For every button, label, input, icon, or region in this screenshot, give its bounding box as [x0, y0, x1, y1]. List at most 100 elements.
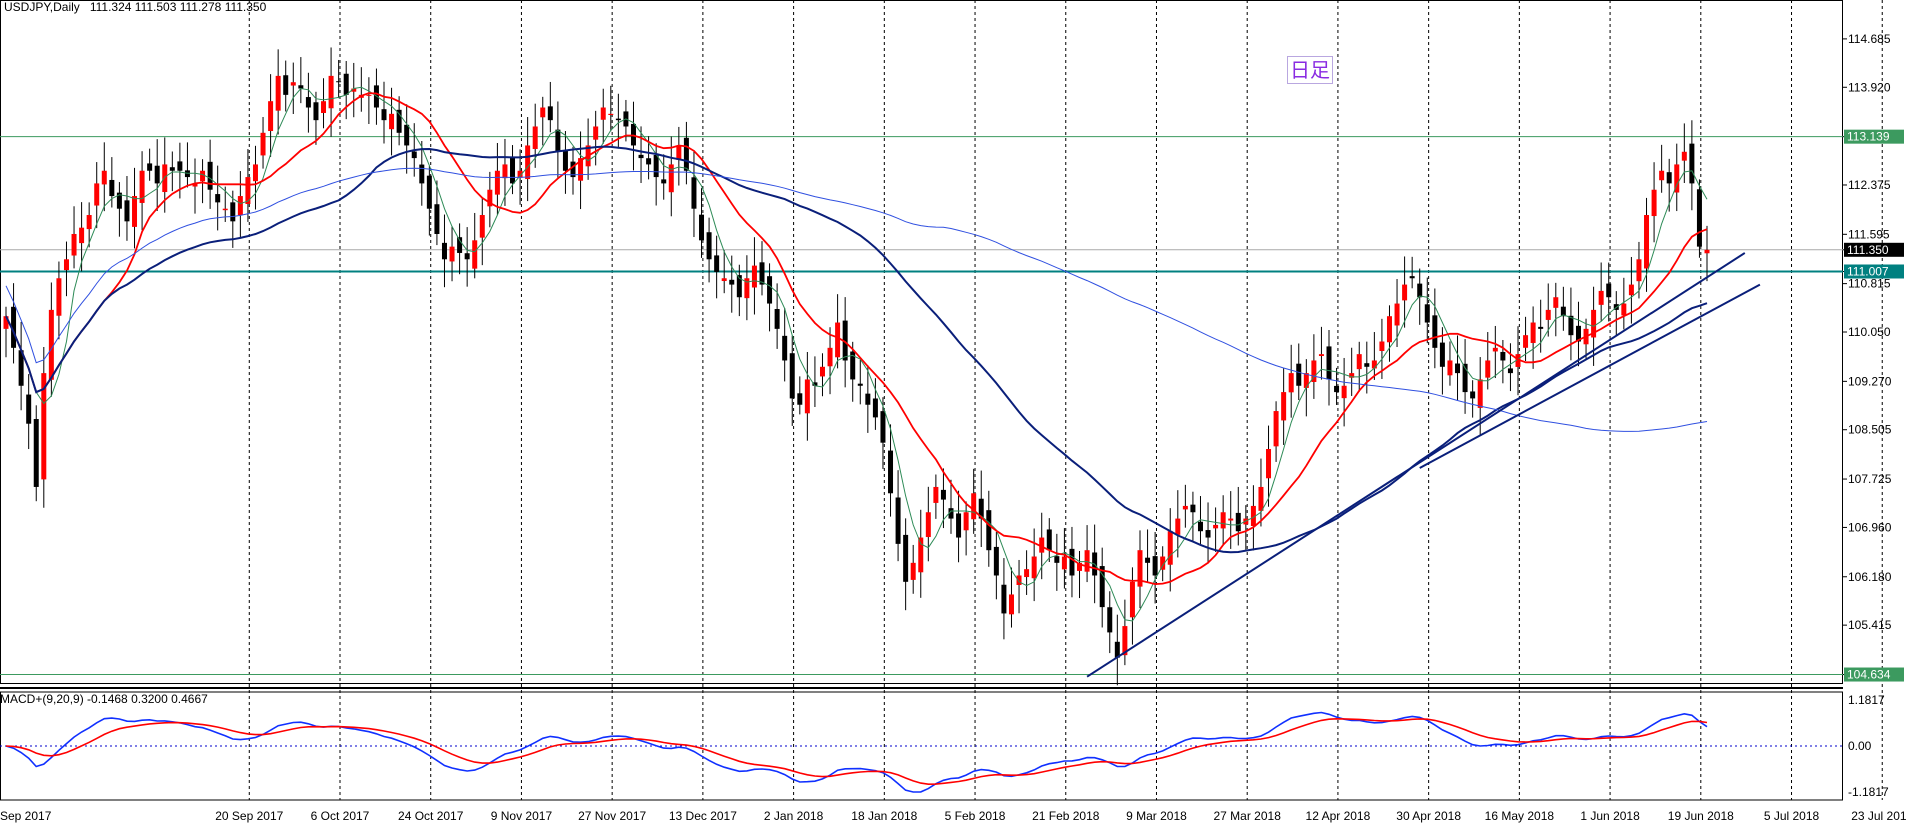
x-tick-label: 30 Apr 2018	[1396, 809, 1461, 823]
candle-body	[1152, 556, 1158, 576]
candle-body	[132, 196, 138, 227]
x-tick-label: 23 Jul 2018	[1851, 809, 1906, 823]
candle-body	[449, 246, 455, 262]
ohlc-open: 111.324	[89, 0, 132, 14]
candle-body	[351, 88, 357, 92]
candle-body	[744, 278, 750, 299]
candle-body	[872, 398, 878, 418]
candle-body	[721, 278, 727, 282]
candle-body	[1197, 521, 1203, 532]
price-tick-label: 105.415	[1848, 618, 1892, 632]
candle-body	[653, 155, 659, 178]
candle-body	[540, 107, 546, 118]
candle-body	[1205, 530, 1211, 538]
candle-body	[525, 145, 531, 180]
candle-body	[1674, 164, 1680, 193]
candle-body	[1500, 351, 1506, 361]
ohlc-low: 111.278	[179, 0, 222, 14]
candle-body	[1689, 143, 1695, 184]
candle-body	[260, 132, 266, 156]
x-tick-label: 19 Jun 2018	[1668, 809, 1734, 823]
candle-body	[751, 265, 757, 288]
candle-body	[1228, 518, 1234, 521]
candle-body	[903, 534, 909, 582]
candle-body	[767, 276, 773, 304]
candle-body	[1598, 290, 1604, 305]
candle-body	[41, 373, 47, 480]
candle-body	[1575, 325, 1581, 342]
candle-body	[230, 202, 236, 222]
candle-body	[487, 189, 493, 207]
candle-body	[1681, 151, 1687, 161]
candle-body	[1507, 368, 1513, 374]
candle-body	[1061, 556, 1067, 570]
candle-body	[978, 498, 984, 519]
candle-body	[479, 215, 485, 238]
candle-body	[1016, 575, 1022, 585]
candle-body	[1160, 556, 1166, 570]
candle-body	[1523, 335, 1529, 348]
candle-body	[494, 170, 500, 195]
candle-body	[699, 214, 705, 241]
moving-average-line	[5, 92, 1708, 586]
candle-body	[404, 124, 410, 146]
price-tick-label: 113.920	[1848, 80, 1891, 94]
moving-average-line	[5, 167, 1708, 432]
candle-body	[11, 306, 17, 348]
candle-body	[79, 227, 85, 244]
candle-body	[147, 163, 153, 171]
candle-body	[1666, 172, 1672, 184]
candle-body	[676, 145, 682, 160]
candle-body	[396, 109, 402, 133]
candle-body	[593, 126, 599, 140]
candle-body	[222, 208, 228, 211]
candle-body	[827, 347, 833, 367]
candle-body	[835, 322, 841, 358]
x-tick-label: 18 Jan 2018	[851, 809, 917, 823]
candle-body	[1386, 316, 1392, 343]
candle-body	[94, 183, 100, 206]
candle-body	[1447, 360, 1453, 376]
moving-average-line	[5, 86, 1708, 622]
candle-body	[1659, 170, 1665, 181]
candle-body	[925, 512, 931, 538]
candle-body	[646, 158, 652, 165]
price-level-label: 113.139	[1847, 130, 1890, 144]
candle-body	[1318, 354, 1324, 357]
candle-body	[819, 366, 825, 377]
candle-body	[1553, 297, 1559, 308]
candle-body	[313, 102, 319, 121]
candle-body	[1145, 557, 1151, 563]
candle-body	[993, 546, 999, 576]
candle-body	[1371, 360, 1377, 369]
x-tick-label: 21 Feb 2018	[1032, 809, 1100, 823]
candle-body	[1530, 322, 1536, 343]
candle-body	[1303, 373, 1309, 388]
candle-body	[1190, 504, 1196, 513]
candle-body	[207, 161, 213, 190]
candle-body	[411, 151, 417, 159]
candle-body	[1311, 360, 1317, 382]
price-tick-label: 108.505	[1848, 423, 1892, 437]
candle-body	[578, 158, 584, 181]
candle-body	[1213, 524, 1219, 529]
candle-body	[1409, 276, 1415, 279]
candle-body	[162, 164, 168, 193]
x-tick-label: 5 Feb 2018	[945, 809, 1006, 823]
candle-body	[1402, 284, 1408, 301]
candle-body	[1069, 548, 1075, 576]
candle-body	[880, 411, 886, 443]
candle-body	[759, 262, 765, 285]
candle-body	[918, 537, 924, 573]
price-level-label: 111.350	[1847, 243, 1889, 257]
candle-body	[389, 113, 395, 130]
main-frame	[0, 0, 1843, 684]
price-tick-label: 106.960	[1848, 520, 1892, 534]
candle-body	[56, 278, 62, 316]
candle-body	[434, 204, 440, 234]
candle-body	[1137, 550, 1143, 587]
candle-body	[26, 394, 32, 424]
price-tick-label: 107.725	[1848, 472, 1892, 486]
candle-body	[366, 94, 372, 96]
